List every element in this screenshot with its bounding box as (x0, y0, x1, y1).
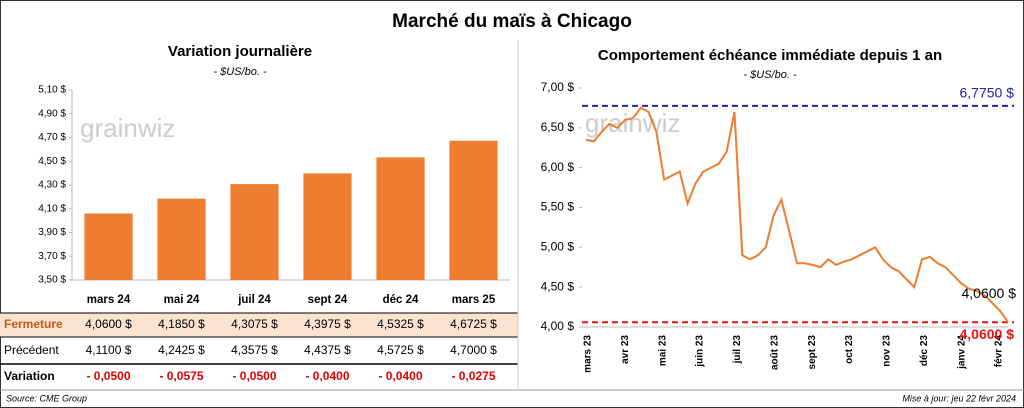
y-tick-label: 3,70 $ (38, 251, 66, 262)
x-tick-label: août 23 (769, 335, 780, 370)
y-tick-label: 5,00 $ (541, 240, 575, 254)
table-cell: - 0,0400 (378, 369, 422, 383)
y-tick-label: 6,00 $ (541, 160, 575, 174)
x-tick-label: juil 24 (237, 294, 271, 306)
x-tick-label: févr 24 (994, 335, 1005, 368)
chart-subtitle: - $US/bo. - (213, 66, 267, 78)
x-tick-label: nov 23 (882, 335, 893, 367)
value-label: 4,3075 $ (231, 317, 278, 331)
chart-title: Variation journalière (168, 43, 312, 60)
x-tick-label: juin 23 (695, 335, 706, 368)
page-title: Marché du maïs à Chicago (392, 11, 632, 32)
y-tick-label: 3,90 $ (38, 227, 66, 238)
bar (449, 140, 498, 280)
row-label: Variation (4, 369, 55, 383)
reference-label: 6,7750 $ (960, 85, 1015, 101)
x-tick-label: sept 24 (308, 294, 348, 306)
x-tick-label: mai 24 (164, 294, 200, 306)
y-tick-label: 4,50 $ (38, 156, 66, 167)
table-cell: - 0,0275 (451, 369, 495, 383)
x-tick-label: déc 24 (383, 294, 419, 306)
table-cell: 4,4375 $ (304, 343, 351, 357)
y-tick-label: 4,50 $ (541, 279, 575, 293)
x-tick-label: juil 23 (732, 335, 743, 365)
y-tick-label: 5,10 $ (38, 85, 66, 96)
table-cell: 4,3575 $ (231, 343, 278, 357)
y-tick-label: 4,30 $ (38, 180, 66, 191)
x-tick-label: mars 23 (583, 335, 594, 373)
row-label: Précédent (4, 343, 59, 357)
x-tick-label: janv 24 (956, 335, 967, 370)
value-label: 4,5325 $ (377, 317, 424, 331)
table-cell: - 0,0500 (86, 369, 130, 383)
table-cell: - 0,0500 (232, 369, 276, 383)
x-tick-label: oct 23 (844, 335, 855, 364)
bar (230, 184, 279, 280)
y-tick-label: 7,00 $ (541, 80, 575, 94)
x-tick-label: mai 23 (657, 335, 668, 367)
table-cell: - 0,0575 (159, 369, 203, 383)
bar (157, 198, 206, 280)
y-tick-label: 4,70 $ (38, 132, 66, 143)
x-tick-label: mars 24 (87, 294, 131, 306)
value-label: 4,1850 $ (158, 317, 205, 331)
reference-label: 4,0600 $ (960, 326, 1015, 342)
y-tick-label: 5,50 $ (541, 200, 575, 214)
source: Source: CME Group (6, 393, 87, 403)
value-label: 4,6725 $ (450, 317, 497, 331)
x-tick-label: déc 23 (919, 335, 930, 367)
line-series (585, 106, 1009, 323)
bar (84, 213, 133, 280)
bar (303, 173, 352, 280)
table-cell: - 0,0400 (305, 369, 349, 383)
update-date: Mise à jour: jeu 22 févr 2024 (902, 393, 1016, 403)
table-cell: 4,7000 $ (450, 343, 497, 357)
value-label: 4,0600 $ (85, 317, 132, 331)
x-tick-label: sept 23 (807, 335, 818, 370)
bar (376, 157, 425, 280)
table-cell: 4,1100 $ (86, 343, 132, 357)
chart-title: Comportement échéance immédiate depuis 1… (598, 47, 942, 64)
table-cell: 4,2425 $ (158, 343, 205, 357)
x-tick-label: mars 25 (452, 294, 496, 306)
table-cell: 4,5725 $ (377, 343, 424, 357)
y-tick-label: 4,90 $ (38, 108, 66, 119)
y-tick-label: 6,50 $ (541, 120, 575, 134)
y-tick-label: 4,00 $ (541, 319, 575, 333)
x-tick-label: avr 23 (620, 335, 631, 364)
row-label: Fermeture (4, 317, 63, 331)
row-highlight (0, 313, 518, 337)
last-value-label: 4,0600 $ (962, 285, 1017, 301)
y-tick-label: 4,10 $ (38, 203, 66, 214)
value-label: 4,3975 $ (304, 317, 351, 331)
chart-subtitle: - $US/bo. - (743, 69, 797, 81)
y-tick-label: 3,50 $ (38, 275, 66, 286)
watermark: grainwiz (80, 113, 175, 143)
